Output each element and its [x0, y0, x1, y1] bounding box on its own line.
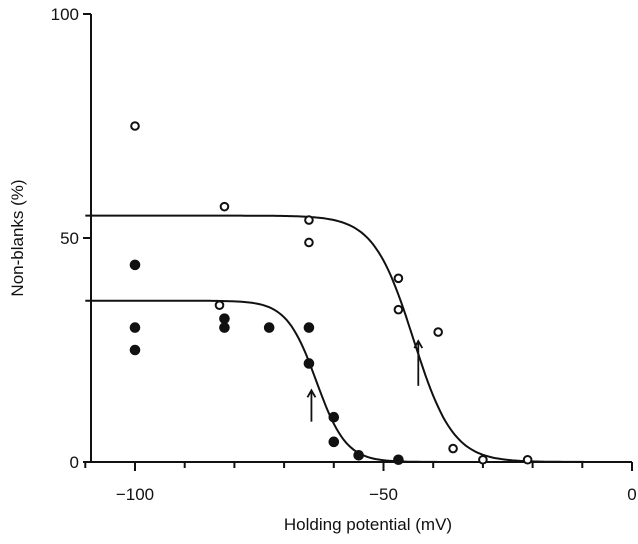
y-axis: 0 50 100: [51, 5, 92, 472]
open-data-point: [448, 443, 458, 454]
open-data-point: [393, 273, 404, 284]
x-tick-label: −100: [116, 485, 154, 504]
open-data-point: [304, 237, 314, 248]
x-axis: −100 −50 0: [84, 461, 637, 504]
x-axis-ticks: −100 −50 0: [84, 462, 637, 504]
filled-data-point: [129, 344, 141, 356]
arrow-annotation: [306, 388, 317, 422]
open-data-point: [433, 327, 443, 337]
x-axis-label: Holding potential (mV): [284, 515, 452, 534]
arrow-head: [413, 339, 424, 349]
y-axis-label: Non-blanks (%): [8, 179, 27, 296]
y-tick-label: 50: [60, 229, 79, 248]
data-points: [129, 121, 533, 466]
x-tick-label: −50: [369, 485, 398, 504]
open-data-point: [214, 300, 225, 311]
arrow-annotations: [306, 339, 424, 422]
y-tick-label: 0: [70, 453, 79, 472]
filled-data-point: [129, 322, 141, 333]
fit-curves: [85, 214, 608, 463]
filled-data-point: [353, 449, 364, 461]
fit-curve-series-1: [85, 214, 608, 463]
open-data-point: [219, 201, 230, 212]
open-data-point: [130, 121, 140, 131]
filled-data-point: [393, 454, 404, 466]
open-data-point: [393, 304, 404, 315]
filled-data-point: [328, 436, 340, 448]
filled-data-point: [219, 322, 230, 333]
filled-data-point: [129, 259, 141, 271]
filled-data-point: [303, 358, 315, 369]
open-data-point: [522, 454, 533, 465]
open-data-point: [304, 215, 314, 225]
x-tick-label: 0: [627, 485, 636, 504]
arrow-head: [306, 388, 317, 398]
filled-data-point: [219, 313, 230, 324]
filled-data-point: [263, 322, 275, 333]
fit-curve-series-2: [85, 299, 608, 463]
arrow-annotation: [413, 339, 424, 386]
y-axis-ticks: 0 50 100: [51, 5, 91, 472]
y-tick-label: 100: [51, 5, 79, 24]
filled-data-point: [303, 322, 315, 333]
filled-data-point: [328, 411, 340, 423]
open-data-point: [478, 454, 488, 465]
